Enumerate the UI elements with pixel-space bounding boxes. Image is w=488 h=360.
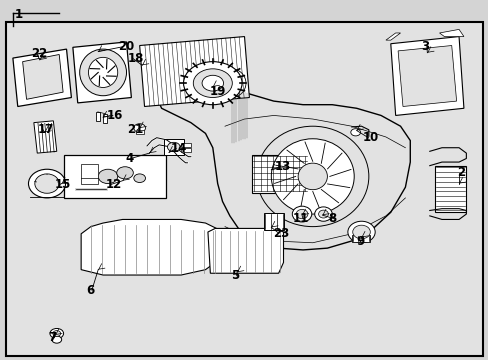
Ellipse shape (292, 206, 311, 222)
Polygon shape (34, 121, 57, 153)
Ellipse shape (296, 210, 307, 219)
Text: 21: 21 (126, 123, 143, 136)
Text: 14: 14 (170, 142, 186, 155)
Text: 5: 5 (230, 269, 239, 282)
Text: 18: 18 (127, 52, 143, 65)
Ellipse shape (183, 62, 242, 105)
Ellipse shape (271, 139, 353, 214)
Bar (264, 213, 284, 230)
Bar (181, 148, 190, 152)
Text: 22: 22 (31, 47, 47, 60)
Polygon shape (22, 54, 63, 99)
Ellipse shape (352, 225, 369, 239)
Ellipse shape (216, 69, 245, 98)
Ellipse shape (256, 126, 368, 226)
Ellipse shape (298, 163, 327, 190)
Polygon shape (390, 37, 463, 116)
Ellipse shape (347, 221, 374, 243)
Text: 16: 16 (107, 109, 123, 122)
Polygon shape (81, 220, 224, 275)
Ellipse shape (28, 169, 65, 198)
Text: 7: 7 (48, 331, 57, 344)
Bar (163, 139, 183, 155)
Text: 17: 17 (37, 123, 53, 136)
Bar (103, 114, 107, 123)
Bar (251, 155, 307, 193)
Ellipse shape (50, 328, 63, 338)
Text: 12: 12 (105, 178, 122, 191)
Polygon shape (397, 45, 456, 107)
Ellipse shape (314, 207, 331, 221)
Text: 10: 10 (362, 131, 378, 144)
Bar (351, 235, 369, 242)
Ellipse shape (193, 69, 232, 98)
Ellipse shape (167, 142, 180, 152)
Bar (181, 143, 190, 147)
Ellipse shape (98, 169, 118, 184)
Polygon shape (385, 33, 400, 40)
Text: 3: 3 (420, 40, 428, 53)
Bar (96, 112, 100, 121)
Bar (81, 164, 98, 184)
Text: 4: 4 (125, 152, 133, 165)
Text: 19: 19 (209, 85, 225, 98)
Text: 15: 15 (54, 178, 71, 191)
Ellipse shape (134, 124, 145, 132)
Polygon shape (157, 81, 409, 250)
Text: 8: 8 (328, 212, 336, 225)
Ellipse shape (117, 167, 133, 179)
Text: 6: 6 (86, 284, 94, 297)
Bar (64, 155, 166, 198)
Ellipse shape (53, 330, 61, 336)
Text: 9: 9 (356, 235, 364, 248)
Text: 1: 1 (14, 8, 22, 21)
Polygon shape (207, 228, 283, 273)
Polygon shape (439, 30, 463, 37)
Text: 11: 11 (292, 212, 308, 225)
Polygon shape (140, 37, 249, 107)
Text: 23: 23 (272, 226, 288, 239)
Ellipse shape (88, 57, 118, 87)
Text: 20: 20 (118, 40, 134, 53)
Ellipse shape (52, 336, 61, 343)
Ellipse shape (202, 75, 223, 91)
Bar (434, 166, 466, 212)
Bar (136, 130, 143, 134)
Text: 13: 13 (274, 160, 290, 173)
Ellipse shape (80, 49, 126, 96)
Polygon shape (13, 49, 71, 107)
Ellipse shape (35, 174, 59, 193)
Polygon shape (73, 42, 131, 103)
Ellipse shape (350, 129, 360, 136)
Ellipse shape (134, 174, 145, 183)
Text: 2: 2 (456, 166, 464, 179)
Ellipse shape (318, 210, 328, 218)
